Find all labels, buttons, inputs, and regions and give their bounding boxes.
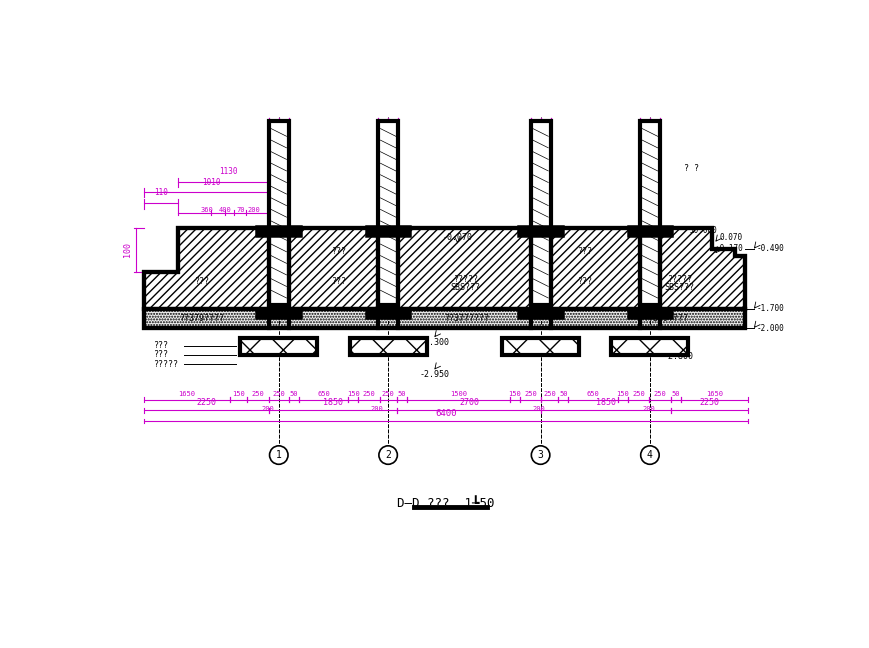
Text: -0.490: -0.490 — [755, 244, 783, 253]
Text: ???: ??? — [576, 277, 591, 286]
Text: 150: 150 — [232, 391, 245, 397]
Text: 250: 250 — [251, 391, 264, 397]
Text: 650: 650 — [316, 391, 329, 397]
Text: 6400: 6400 — [434, 409, 456, 418]
Text: 250: 250 — [631, 391, 644, 397]
Text: 3: 3 — [537, 450, 543, 460]
Text: -2.300: -2.300 — [419, 338, 448, 347]
Text: 2700: 2700 — [459, 399, 479, 408]
Text: 0.070: 0.070 — [719, 233, 741, 242]
Text: SBS???: SBS??? — [663, 283, 693, 292]
Polygon shape — [627, 226, 672, 236]
Text: 1010: 1010 — [202, 178, 220, 187]
Text: 175: 175 — [637, 122, 651, 131]
Text: -2.000: -2.000 — [755, 323, 783, 332]
Text: 50: 50 — [559, 391, 567, 397]
Text: 4: 4 — [647, 450, 652, 460]
Text: 175: 175 — [375, 122, 389, 131]
Text: D–D ???  1┺50: D–D ??? 1┺50 — [396, 497, 494, 510]
Text: ??37?????: ??37????? — [444, 314, 488, 323]
Polygon shape — [518, 308, 562, 318]
Text: 200: 200 — [247, 207, 260, 213]
Text: ?????: ????? — [153, 360, 178, 369]
Text: ???: ??? — [194, 277, 209, 286]
Polygon shape — [144, 228, 745, 308]
Text: -0.170: -0.170 — [714, 244, 742, 253]
Polygon shape — [627, 308, 672, 318]
Polygon shape — [144, 308, 745, 328]
Text: -2.950: -2.950 — [419, 371, 448, 379]
Polygon shape — [611, 338, 687, 355]
Text: ??379????: ??379???? — [642, 314, 687, 323]
Text: 1650: 1650 — [178, 391, 196, 397]
Text: 70: 70 — [235, 207, 244, 213]
Text: 1650: 1650 — [705, 391, 722, 397]
Polygon shape — [111, 78, 780, 577]
Text: ?????: ????? — [452, 275, 477, 284]
Text: 400: 400 — [218, 207, 231, 213]
Text: 2250: 2250 — [699, 399, 719, 408]
Text: 75: 75 — [388, 122, 397, 131]
Text: 175: 175 — [267, 122, 281, 131]
Text: 200: 200 — [370, 406, 383, 411]
Text: 360: 360 — [201, 207, 213, 213]
Text: 250: 250 — [543, 391, 555, 397]
Text: ? ?: ? ? — [683, 164, 698, 173]
Text: 2: 2 — [385, 450, 390, 460]
Text: 75: 75 — [649, 122, 659, 131]
Text: 175: 175 — [528, 122, 542, 131]
Text: -0.070: -0.070 — [442, 233, 472, 242]
Polygon shape — [518, 226, 562, 236]
Text: ???: ??? — [330, 246, 345, 255]
Text: 250: 250 — [653, 391, 666, 397]
Text: ??379????: ??379???? — [179, 314, 224, 323]
Text: 250: 250 — [381, 391, 394, 397]
Polygon shape — [640, 121, 660, 305]
Text: 1500: 1500 — [449, 391, 466, 397]
Text: 200: 200 — [642, 406, 654, 411]
Text: 75: 75 — [541, 122, 549, 131]
Polygon shape — [256, 226, 301, 236]
Text: -1.700: -1.700 — [755, 305, 783, 313]
Text: ???: ??? — [330, 277, 345, 286]
Text: 2250: 2250 — [196, 399, 216, 408]
Text: ±0.000: ±0.000 — [689, 227, 717, 235]
Polygon shape — [256, 308, 301, 318]
Text: 1850: 1850 — [595, 399, 615, 408]
Text: 250: 250 — [362, 391, 375, 397]
Text: 1: 1 — [275, 450, 282, 460]
Text: 250: 250 — [272, 391, 285, 397]
Text: ?????: ????? — [666, 275, 691, 284]
Polygon shape — [530, 121, 550, 305]
Text: 110: 110 — [154, 188, 168, 197]
Text: 100: 100 — [123, 242, 132, 257]
Polygon shape — [365, 226, 410, 236]
Polygon shape — [501, 338, 579, 355]
Polygon shape — [365, 308, 410, 318]
Text: 150: 150 — [615, 391, 628, 397]
Text: ???: ??? — [576, 246, 591, 255]
Polygon shape — [378, 121, 398, 305]
Text: 50: 50 — [289, 391, 298, 397]
Text: 250: 250 — [524, 391, 536, 397]
Text: 200: 200 — [262, 406, 274, 411]
Text: 50: 50 — [671, 391, 680, 397]
Text: 1850: 1850 — [322, 399, 342, 408]
Text: 50: 50 — [397, 391, 405, 397]
Polygon shape — [349, 338, 426, 355]
Polygon shape — [269, 121, 289, 305]
Text: -2.800: -2.800 — [663, 352, 693, 361]
Text: SBS???: SBS??? — [449, 283, 480, 292]
Text: 150: 150 — [507, 391, 521, 397]
Text: 650: 650 — [586, 391, 599, 397]
Text: 1130: 1130 — [218, 167, 237, 176]
Text: 150: 150 — [347, 391, 359, 397]
Text: ???: ??? — [153, 351, 168, 360]
Polygon shape — [240, 338, 317, 355]
Text: ???: ??? — [153, 341, 168, 350]
Text: 200: 200 — [532, 406, 545, 411]
Text: 75: 75 — [279, 122, 289, 131]
